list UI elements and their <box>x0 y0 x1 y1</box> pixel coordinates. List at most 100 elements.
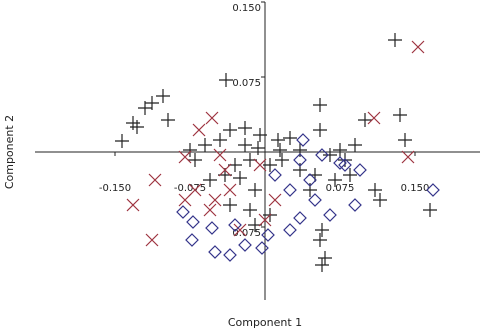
point <box>308 168 322 182</box>
point <box>130 120 144 134</box>
point <box>423 203 437 217</box>
point <box>258 213 272 227</box>
point <box>233 171 247 185</box>
point <box>353 163 367 177</box>
point <box>401 150 415 164</box>
point <box>315 223 329 237</box>
point <box>198 138 212 152</box>
point <box>273 143 287 157</box>
point <box>208 245 222 259</box>
point <box>233 223 247 237</box>
point <box>315 148 329 162</box>
point <box>338 158 352 172</box>
point <box>161 113 175 127</box>
point <box>205 111 219 125</box>
point <box>313 123 327 137</box>
y-tick-label: 0.075 <box>232 228 261 239</box>
point <box>183 143 197 157</box>
point <box>313 98 327 112</box>
point <box>271 133 285 147</box>
point <box>253 158 267 172</box>
point <box>293 153 307 167</box>
point <box>333 143 347 157</box>
point <box>148 173 162 187</box>
point <box>203 173 217 187</box>
point <box>178 193 192 207</box>
point <box>213 148 227 162</box>
point <box>253 128 267 142</box>
point <box>243 203 257 217</box>
point <box>411 40 425 54</box>
point <box>333 156 347 170</box>
point <box>208 193 222 207</box>
point <box>283 183 297 197</box>
point <box>223 248 237 262</box>
point <box>223 198 237 212</box>
point <box>315 258 329 272</box>
x-tick-label: 0.075 <box>326 183 355 194</box>
point <box>388 33 402 47</box>
point <box>238 238 252 252</box>
point <box>293 163 307 177</box>
point <box>368 183 382 197</box>
point <box>313 233 327 247</box>
y-tick-label: 0.075 <box>232 78 261 89</box>
point <box>328 173 342 187</box>
point <box>228 218 242 232</box>
point <box>263 158 277 172</box>
x-tick-label: -0.150 <box>99 183 131 194</box>
point <box>293 211 307 225</box>
point <box>188 153 202 167</box>
point <box>296 133 310 147</box>
point <box>185 233 199 247</box>
point <box>261 228 275 242</box>
point <box>186 215 200 229</box>
point <box>268 168 282 182</box>
point <box>219 73 233 87</box>
x-axis-title: Component 1 <box>228 316 302 329</box>
point <box>283 131 297 145</box>
point <box>115 134 129 148</box>
point <box>248 183 262 197</box>
point <box>268 193 282 207</box>
x-tick-label: 0.150 <box>401 183 430 194</box>
point <box>323 148 337 162</box>
point <box>126 116 140 130</box>
point <box>238 138 252 152</box>
y-axis-title: Component 2 <box>3 115 16 189</box>
point <box>348 138 362 152</box>
point <box>373 193 387 207</box>
point <box>178 150 192 164</box>
point <box>318 251 332 265</box>
point <box>145 233 159 247</box>
point <box>343 168 357 182</box>
point <box>203 203 217 217</box>
point <box>323 208 337 222</box>
point <box>393 108 407 122</box>
point <box>192 123 206 137</box>
point <box>223 183 237 197</box>
point <box>176 205 190 219</box>
point <box>398 133 412 147</box>
x-tick-label: -0.075 <box>174 183 206 194</box>
point <box>348 198 362 212</box>
point <box>218 163 232 177</box>
point <box>126 198 140 212</box>
point <box>251 141 265 155</box>
y-tick-label: 0.150 <box>232 3 261 14</box>
point <box>303 173 317 187</box>
point <box>426 183 440 197</box>
point <box>156 89 170 103</box>
point <box>138 101 152 115</box>
point <box>308 193 322 207</box>
point <box>275 153 289 167</box>
point <box>367 111 381 125</box>
point <box>223 123 237 137</box>
point <box>283 223 297 237</box>
point <box>238 121 252 135</box>
point <box>255 241 269 255</box>
point <box>205 221 219 235</box>
point <box>358 113 372 127</box>
point <box>293 143 307 157</box>
